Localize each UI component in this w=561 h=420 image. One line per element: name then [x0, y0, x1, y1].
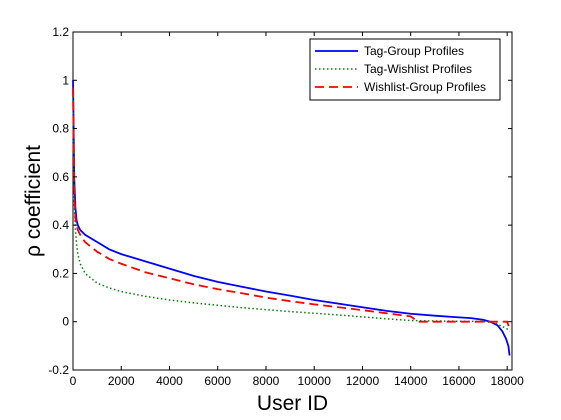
y-tick-label: 1 [62, 73, 69, 87]
legend: Tag-Group Profiles Tag-Wishlist Profiles W… [309, 38, 501, 101]
x-tick-label: 4000 [156, 374, 183, 388]
x-tick-label: 10000 [298, 374, 332, 388]
x-tick-label: 6000 [204, 374, 231, 388]
y-tick-label: 1.2 [52, 25, 69, 39]
x-tick-label: 16000 [442, 374, 476, 388]
legend-label-3: Wishlist-Group Profiles [364, 80, 486, 94]
y-tick-label: 0.6 [52, 170, 69, 184]
series-line-3 [72, 87, 511, 330]
x-tick-label: 14000 [394, 374, 428, 388]
x-axis-title: User ID [257, 392, 328, 415]
legend-label-2: Tag-Wishlist Profiles [364, 62, 472, 76]
x-tick-label: 0 [70, 374, 77, 388]
x-tick-label: 18000 [490, 374, 524, 388]
x-tick-label: 8000 [253, 374, 280, 388]
legend-label-1: Tag-Group Profiles [364, 44, 464, 58]
series-line-1 [72, 80, 511, 356]
series-line-2 [72, 92, 511, 332]
y-tick-label: -0.2 [48, 363, 69, 377]
x-tick-label: 2000 [108, 374, 135, 388]
y-tick-label: 0 [62, 315, 69, 329]
y-axis-title: ρ coefficient [22, 145, 45, 257]
legend-box [309, 38, 501, 101]
x-tick-label: 12000 [346, 374, 380, 388]
series-layer [72, 80, 511, 356]
y-tick-label: 0.2 [52, 266, 69, 280]
tick-layer: 0 2000 4000 6000 8000 10000 12000 14000 16000 180… [48, 25, 524, 388]
y-tick-label: 0.4 [52, 218, 69, 232]
y-tick-label: 0.8 [52, 122, 69, 136]
